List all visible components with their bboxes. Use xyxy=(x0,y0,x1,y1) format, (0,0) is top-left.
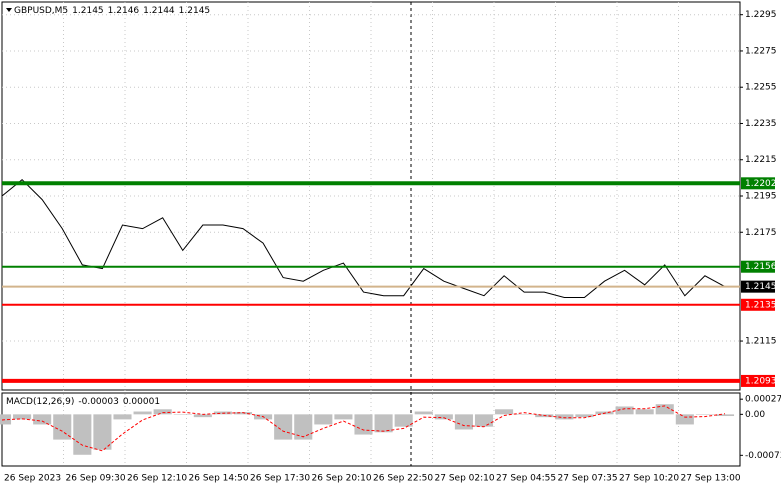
ohlc-value: 1.2145 xyxy=(179,6,211,16)
y-tick-label: -0.00073 xyxy=(745,451,781,461)
histogram-bar xyxy=(113,414,132,420)
x-tick-label: 26 Sep 14:50 xyxy=(189,474,249,484)
histogram-bar xyxy=(635,409,654,415)
histogram-bar xyxy=(675,414,694,425)
panel-header: GBPUSD,M5 1.2145 1.2146 1.2144 1.2145 xyxy=(14,6,210,16)
histogram-bar xyxy=(414,411,433,415)
histogram-bar xyxy=(314,414,333,425)
level-label: 1.2145 xyxy=(745,282,777,292)
histogram-bar xyxy=(655,404,674,415)
y-tick-label: 1.2115 xyxy=(745,337,777,347)
y-tick-label: 1.2215 xyxy=(745,155,777,165)
x-tick-label: 26 Sep 12:10 xyxy=(127,474,187,484)
histogram-bar xyxy=(334,414,353,420)
histogram-bar xyxy=(153,409,172,415)
level-label-bg xyxy=(741,280,775,293)
histogram-bar xyxy=(274,414,293,440)
histogram-bar xyxy=(33,414,52,425)
x-tick-label: 26 Sep 20:10 xyxy=(312,474,372,484)
x-tick-label: 27 Sep 04:55 xyxy=(496,474,556,484)
histogram-bar xyxy=(474,414,494,427)
indicator-name: MACD(12,26,9) xyxy=(6,397,74,407)
x-tick-label: 26 Sep 17:30 xyxy=(250,474,310,484)
histogram-bar xyxy=(555,414,574,420)
x-tick-label: 27 Sep 13:00 xyxy=(681,474,741,484)
signal-line xyxy=(1,405,726,452)
level-label-bg xyxy=(741,177,775,190)
level-label-bg xyxy=(741,298,775,311)
macd-panel xyxy=(1,392,741,467)
histogram-bar xyxy=(173,414,192,415)
ohlc-value: 1.2144 xyxy=(143,6,175,16)
histogram-bar xyxy=(374,414,393,433)
y-tick-label: 1.2295 xyxy=(745,10,777,20)
histogram-bar xyxy=(0,414,12,425)
histogram-bar xyxy=(233,412,253,415)
level-label-bg xyxy=(741,374,775,387)
level-label: 1.2093 xyxy=(745,376,777,386)
price-line xyxy=(1,179,726,299)
histogram-bar xyxy=(495,409,514,415)
x-tick-label: 26 Sep 2023 xyxy=(4,474,61,484)
y-tick-label: 1.2195 xyxy=(745,192,777,202)
histogram-bar xyxy=(13,414,32,420)
x-tick-label: 27 Sep 07:35 xyxy=(558,474,618,484)
histogram-bar xyxy=(575,414,594,418)
histogram-bar xyxy=(615,406,634,415)
header-icon xyxy=(6,8,12,12)
histogram-bar xyxy=(434,414,453,420)
y-tick-label: 1.2235 xyxy=(745,119,777,129)
level-label: 1.2135 xyxy=(745,300,777,310)
ohlc-value: 1.2146 xyxy=(108,6,140,16)
histogram-bar xyxy=(53,414,72,440)
histogram-bar xyxy=(93,414,112,450)
y-tick-label: 1.2275 xyxy=(745,46,777,56)
x-tick-label: 26 Sep 09:30 xyxy=(66,474,126,484)
histogram-bar xyxy=(73,414,92,455)
histogram-bar xyxy=(454,414,473,430)
level-label-bg xyxy=(741,260,775,273)
panel-header: MACD(12,26,9) -0.00003 0.00001 xyxy=(6,397,160,407)
histogram-bar xyxy=(193,414,212,418)
histogram-bar xyxy=(294,414,313,440)
x-tick-label: 27 Sep 10:20 xyxy=(619,474,679,484)
histogram-bar xyxy=(515,414,534,415)
x-tick-label: 26 Sep 22:50 xyxy=(373,474,433,484)
level-label: 1.2156 xyxy=(745,262,777,272)
y-tick-label: 1.2175 xyxy=(745,228,777,238)
y-tick-label: 1.2255 xyxy=(745,83,777,93)
histogram-bar xyxy=(394,414,413,427)
histogram-bar xyxy=(715,414,735,417)
indicator-value: -0.00003 xyxy=(78,397,118,407)
x-tick-label: 27 Sep 02:10 xyxy=(435,474,495,484)
histogram-bar xyxy=(354,414,373,435)
y-tick-label: 0.00027 xyxy=(745,395,781,405)
ohlc-value: 1.2145 xyxy=(72,6,104,16)
indicator-value: 0.00001 xyxy=(123,397,160,407)
y-tick-label: 0.00 xyxy=(745,410,765,420)
histogram-bar xyxy=(133,411,152,415)
symbol: GBPUSD,M5 xyxy=(14,6,68,16)
level-label: 1.2202 xyxy=(745,179,777,189)
histogram-bar xyxy=(695,414,714,415)
